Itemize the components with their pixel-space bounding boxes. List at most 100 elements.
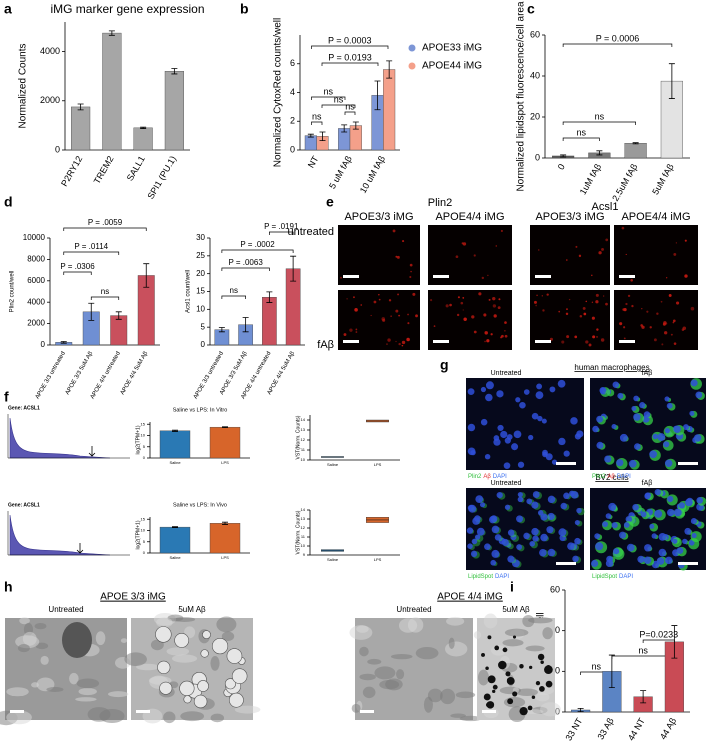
nucleus — [535, 391, 544, 400]
density-curve — [9, 514, 111, 556]
nucleus — [626, 543, 635, 552]
texture — [385, 678, 403, 691]
signal-dot — [627, 294, 631, 298]
error-bar — [374, 80, 381, 111]
texture — [542, 627, 553, 640]
texture — [483, 613, 498, 629]
signal-dot — [672, 319, 676, 323]
nucleus — [643, 556, 652, 565]
signal-dot — [354, 308, 358, 312]
panel-letter: h — [4, 579, 13, 595]
significance-bracket — [221, 295, 246, 299]
signal-dot — [598, 251, 602, 255]
nucleus — [480, 418, 488, 426]
nucleus — [619, 433, 628, 442]
nucleus — [634, 443, 641, 450]
lipid-droplet — [537, 653, 545, 661]
nucleus — [673, 508, 682, 517]
signal-dot — [406, 337, 410, 342]
nucleus — [637, 555, 645, 563]
stain-label: LipidSpot DAPI — [468, 574, 509, 580]
error-bar — [266, 291, 273, 303]
significance-bracket — [221, 267, 270, 271]
error-bar — [88, 302, 95, 321]
nucleus — [567, 542, 575, 550]
y-tick-label: 15 — [196, 287, 205, 296]
vacuole — [224, 678, 236, 690]
texture — [367, 658, 382, 665]
signal-dot — [397, 293, 400, 296]
nucleus — [513, 430, 522, 439]
signal-dot — [592, 335, 596, 339]
signal-dot — [492, 296, 496, 301]
texture — [415, 646, 439, 660]
vacuole — [157, 660, 171, 674]
signal-dot — [410, 270, 412, 273]
nucleus — [467, 423, 476, 432]
condition-label: Untreated — [491, 480, 522, 487]
x-tick-label: 5uM fAβ — [650, 162, 676, 196]
micrograph — [355, 618, 473, 720]
vacuole — [211, 637, 229, 655]
nucleus — [685, 498, 693, 507]
signal-dot — [566, 308, 568, 311]
texture — [34, 623, 47, 630]
error-bar — [352, 121, 359, 130]
nucleus — [551, 459, 558, 465]
signal-dot — [401, 344, 404, 347]
texture — [362, 686, 376, 699]
signal-dot — [591, 274, 593, 277]
vacuole — [197, 680, 209, 692]
x-tick-label: TREM2 — [92, 154, 116, 185]
group-label: APOE 4/4 iMG — [437, 592, 503, 603]
significance-bracket — [321, 62, 379, 66]
signal-dot — [349, 328, 353, 332]
texture — [535, 692, 550, 702]
nucleus — [666, 402, 673, 409]
significance-bracket — [221, 249, 294, 253]
significance-label: P = .0191 — [264, 222, 299, 231]
signal-dot — [457, 296, 460, 299]
signal-dot — [578, 254, 582, 258]
texture — [522, 709, 544, 715]
significance-label: P = .0063 — [228, 258, 263, 267]
y-tick-label: 0 — [290, 144, 295, 154]
texture — [540, 702, 561, 717]
texture — [108, 691, 129, 698]
signal-dot — [378, 294, 380, 296]
y-tick-label: 60 — [530, 29, 540, 39]
signal-dot — [392, 229, 396, 233]
error-bar — [60, 341, 67, 344]
texture — [69, 672, 79, 685]
signal-dot — [672, 321, 675, 324]
signal-dot — [646, 310, 649, 313]
signal-dot — [665, 322, 668, 325]
x-tick-label: APOE 3/3 untreated — [35, 351, 67, 401]
signal-dot — [542, 309, 545, 312]
y-tick-label: 11 — [301, 447, 306, 452]
nucleus — [613, 548, 620, 555]
signal-dot — [462, 297, 465, 299]
x-tick-label: Saline — [169, 460, 181, 465]
condition-label: 5uM Aβ — [178, 605, 206, 614]
nucleus — [693, 434, 702, 442]
stain-word: Aβ — [483, 474, 491, 480]
column-label: APOE4/4 iMG — [435, 211, 504, 223]
condition-label: fAβ — [642, 370, 653, 377]
nucleus — [466, 527, 474, 534]
x-tick-label: Saline — [327, 557, 339, 562]
significance-bracket — [269, 231, 294, 235]
texture — [473, 631, 482, 639]
nucleus — [632, 503, 639, 511]
texture — [455, 691, 476, 699]
bar — [209, 523, 241, 554]
y-tick-label: 2000 — [27, 319, 45, 328]
y-tick-label: 2 — [290, 116, 295, 126]
signal-dot — [533, 300, 537, 304]
signal-dot — [605, 302, 608, 306]
nucleus — [485, 393, 493, 402]
stain-word: Plin2 — [468, 474, 482, 480]
signal-dot — [395, 309, 399, 313]
y-axis-label: Acsl1 count/well — [186, 270, 192, 313]
vacuole — [155, 626, 172, 643]
